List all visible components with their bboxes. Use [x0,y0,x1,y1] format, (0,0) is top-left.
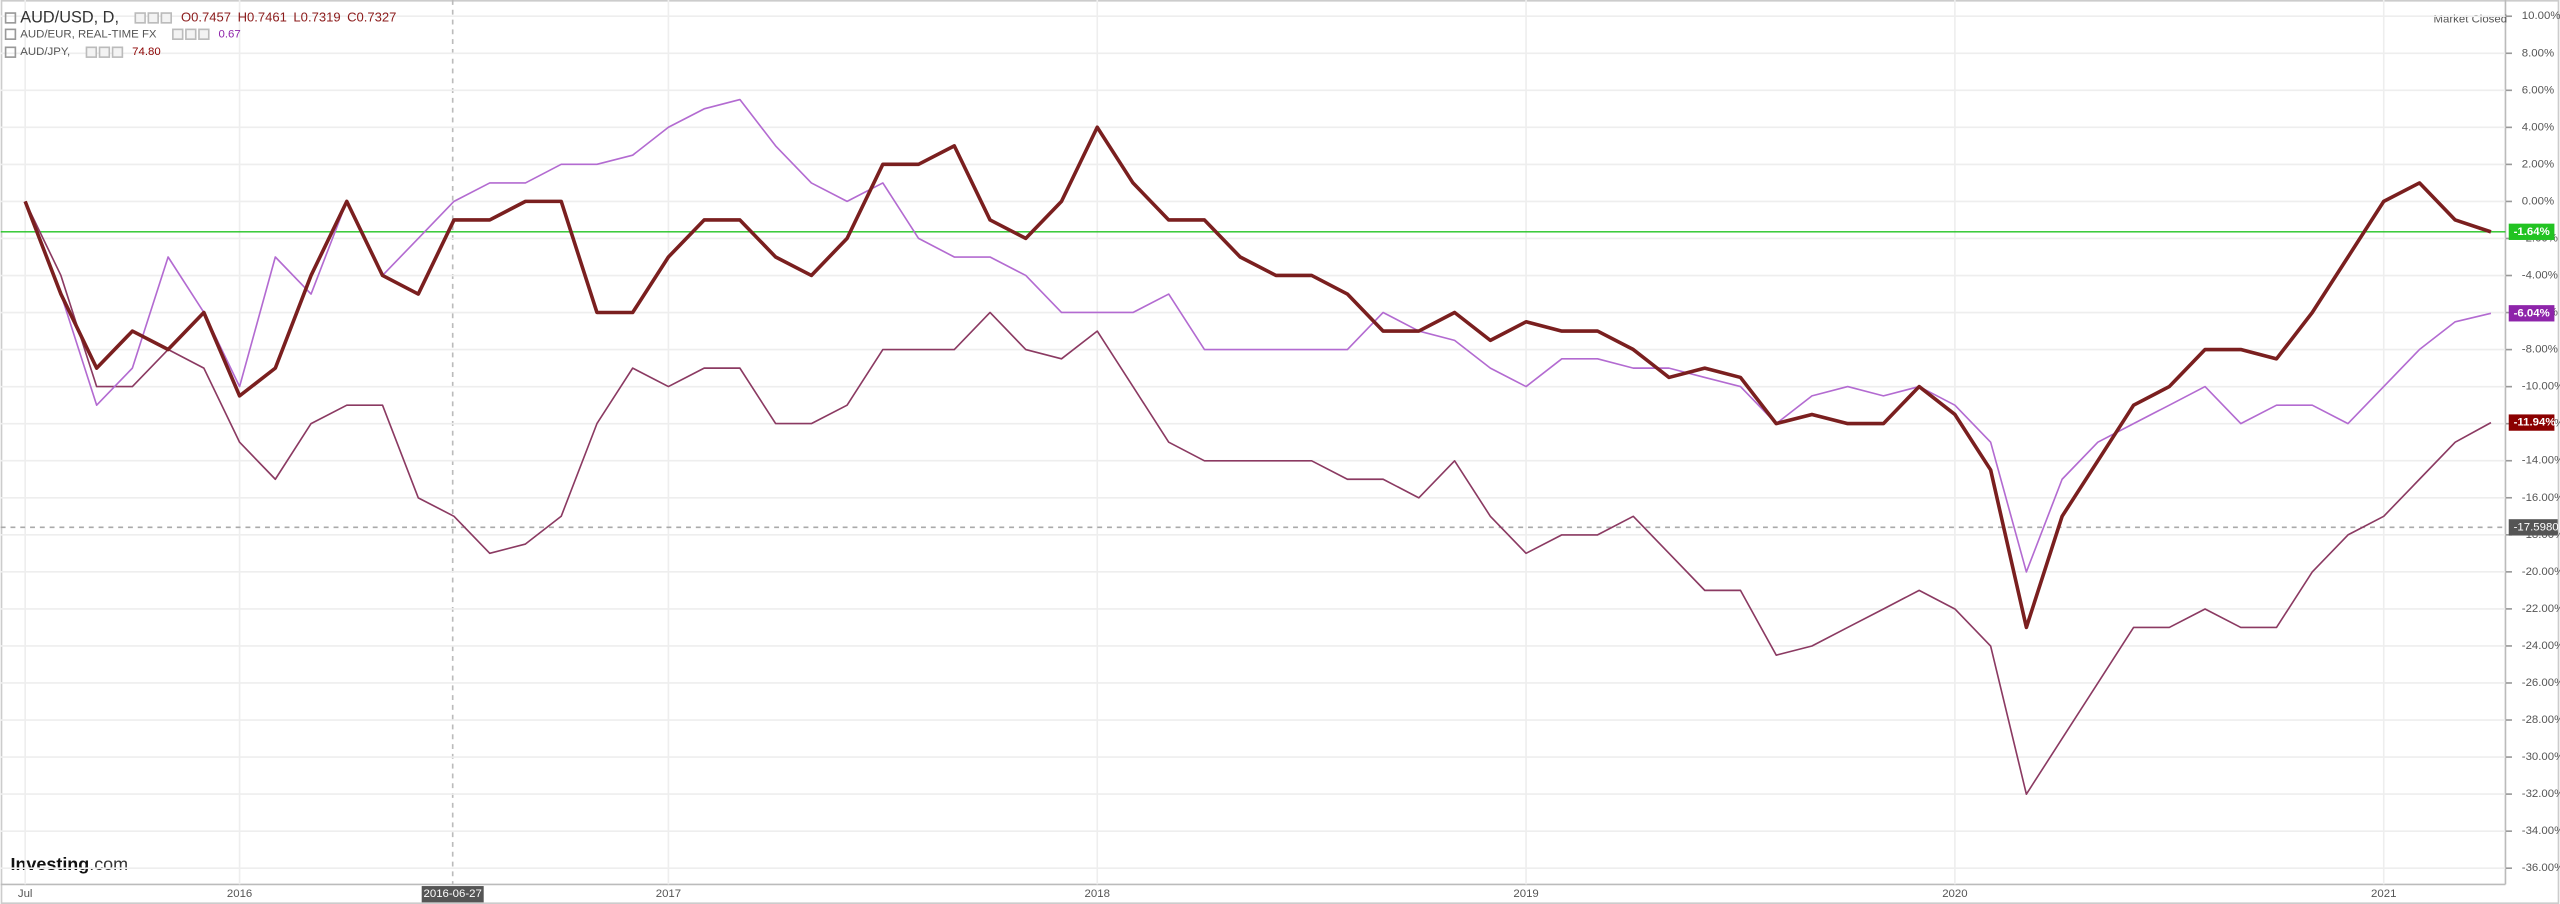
end-label-box [2508,305,2555,322]
end-label-box [2508,223,2555,240]
end-label: -11.94% [2514,417,2556,429]
legend-toggle [4,12,17,24]
legend-button[interactable] [98,46,111,58]
legend-button[interactable] [147,12,159,24]
crosshair-y-box [2508,519,2558,536]
end-label-box [2508,414,2555,431]
y-tick-label: -14.00% [2522,455,2560,467]
x-tick-label: 2016 [227,888,252,900]
y-tick-label: -10.00% [2522,381,2560,393]
y-tick-label: -4.00% [2522,270,2558,282]
legend-button[interactable] [185,28,197,40]
legend-name: AUD/EUR, REAL-TIME FX [20,28,157,40]
x-tick-label: 2018 [1085,888,1110,900]
logo: Investing.com [10,854,128,874]
series-line [23,125,2492,630]
series-line [24,98,2492,573]
end-label: -6.04% [2514,307,2550,319]
end-label: -1.64% [2514,226,2550,238]
ohlc: C0.7327 [347,9,396,24]
crosshair-x-box [421,886,484,903]
legend-button[interactable] [198,28,210,40]
ohlc: L0.7319 [293,9,340,24]
x-tick-label: 2017 [656,888,681,900]
y-tick-label: -26.00% [2522,677,2560,689]
y-tick-label: 2.00% [2522,158,2554,170]
y-tick-label: -20.00% [2522,566,2560,578]
y-tick-label: -8.00% [2522,344,2558,356]
series-line [24,201,2492,795]
y-tick-label: -28.00% [2522,714,2560,726]
legend-button[interactable] [111,46,124,58]
y-tick-label: 8.00% [2522,47,2554,59]
legend-name: AUD/JPY, [20,46,70,58]
x-tick-label: Jul [18,888,33,900]
x-tick-label: 2021 [2371,888,2396,900]
y-tick-label: -32.00% [2522,788,2560,800]
x-tick-label: 2020 [1942,888,1967,900]
y-tick-label: 6.00% [2522,84,2554,96]
crosshair-y-label: -17.5980 [2514,521,2559,533]
crosshair-x-label: 2016-06-27 [424,888,482,900]
legend-button[interactable] [134,12,146,24]
ohlc: O0.7457 [181,9,231,24]
status: Market Closed [2434,14,2508,26]
y-tick-label: -16.00% [2522,492,2560,504]
y-tick-label: 10.00% [2522,10,2560,22]
legend-button[interactable] [85,46,98,58]
legend-button[interactable] [160,12,173,24]
y-tick-label: -36.00% [2522,862,2560,874]
y-tick-label: 4.00% [2522,121,2554,133]
legend-toggle [4,46,17,58]
quote: 74.80 [132,46,161,58]
y-tick-label: -30.00% [2522,751,2560,763]
legend-toggle [4,28,17,40]
quote: 0.67 [219,28,241,40]
ohlc: H0.7461 [238,9,287,24]
x-tick-label: 2019 [1513,888,1538,900]
y-tick-label: -22.00% [2522,603,2560,615]
legend-button[interactable] [172,28,184,40]
y-tick-label: 0.00% [2522,195,2554,207]
legend-name: AUD/USD, D, [20,8,119,26]
y-tick-label: -34.00% [2522,825,2560,837]
y-tick-label: -24.00% [2522,640,2560,652]
